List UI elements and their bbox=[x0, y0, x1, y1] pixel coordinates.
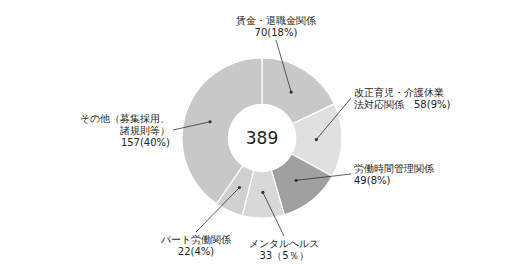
slice-label: 賃金・退職金関係70(18%) bbox=[236, 15, 316, 38]
labels: 賃金・退職金関係70(18%) 改正育児・介護休業法対応関係 58(9%) 労働時間… bbox=[80, 15, 450, 261]
leader-line bbox=[173, 122, 210, 130]
leader-line bbox=[276, 40, 291, 92]
slice-label: その他（募集採用、諸規則等）157(40%) bbox=[80, 113, 170, 148]
center-text: 389 bbox=[246, 128, 278, 148]
slice-label: 改正育児・介護休業法対応関係 58(9%) bbox=[354, 87, 450, 110]
leader-dot bbox=[208, 120, 211, 123]
slice-label: メンタルヘルス33（5％） bbox=[249, 238, 319, 261]
leader-dot bbox=[238, 186, 241, 189]
leader-dot bbox=[261, 191, 264, 194]
leader-line bbox=[296, 174, 351, 180]
leader-line bbox=[196, 187, 239, 232]
leader-dot bbox=[295, 179, 298, 182]
slice-label: 労働時間管理関係49(8%) bbox=[354, 163, 434, 186]
slice-label: パート労働関係22(4%) bbox=[160, 234, 231, 257]
leader-dot bbox=[290, 90, 293, 93]
chart-container: 賃金・退職金関係70(18%) 改正育児・介護休業法対応関係 58(9%) 労働時間… bbox=[0, 0, 520, 276]
chart: 賃金・退職金関係70(18%) 改正育児・介護休業法対応関係 58(9%) 労働時間… bbox=[0, 0, 520, 276]
leader-lines bbox=[173, 40, 351, 236]
leader-line bbox=[316, 98, 351, 140]
leader-line bbox=[263, 192, 284, 236]
leader-dot bbox=[315, 138, 318, 141]
